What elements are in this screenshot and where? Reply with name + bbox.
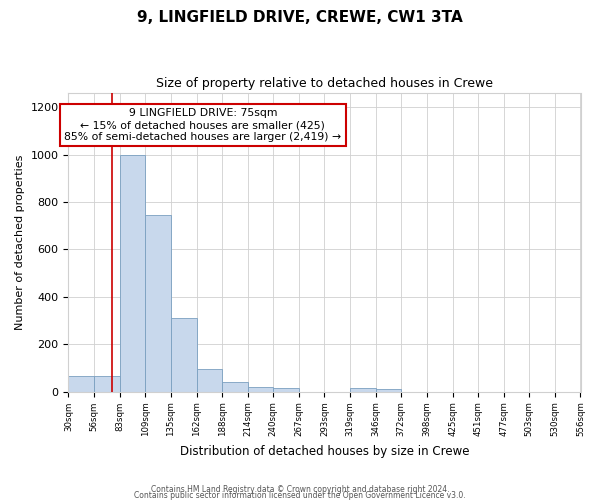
Text: 9 LINGFIELD DRIVE: 75sqm
← 15% of detached houses are smaller (425)
85% of semi-: 9 LINGFIELD DRIVE: 75sqm ← 15% of detach… bbox=[64, 108, 341, 142]
X-axis label: Distribution of detached houses by size in Crewe: Distribution of detached houses by size … bbox=[180, 444, 469, 458]
Bar bbox=[222, 382, 248, 392]
Bar bbox=[94, 376, 120, 392]
Bar bbox=[350, 388, 376, 392]
Bar bbox=[248, 387, 273, 392]
Text: 9, LINGFIELD DRIVE, CREWE, CW1 3TA: 9, LINGFIELD DRIVE, CREWE, CW1 3TA bbox=[137, 10, 463, 25]
Bar bbox=[170, 318, 197, 392]
Title: Size of property relative to detached houses in Crewe: Size of property relative to detached ho… bbox=[156, 78, 493, 90]
Bar bbox=[197, 369, 222, 392]
Y-axis label: Number of detached properties: Number of detached properties bbox=[15, 154, 25, 330]
Bar bbox=[68, 376, 94, 392]
Bar bbox=[145, 215, 170, 392]
Text: Contains public sector information licensed under the Open Government Licence v3: Contains public sector information licen… bbox=[134, 490, 466, 500]
Bar bbox=[273, 388, 299, 392]
Bar bbox=[120, 154, 145, 392]
Text: Contains HM Land Registry data © Crown copyright and database right 2024.: Contains HM Land Registry data © Crown c… bbox=[151, 484, 449, 494]
Bar bbox=[376, 389, 401, 392]
